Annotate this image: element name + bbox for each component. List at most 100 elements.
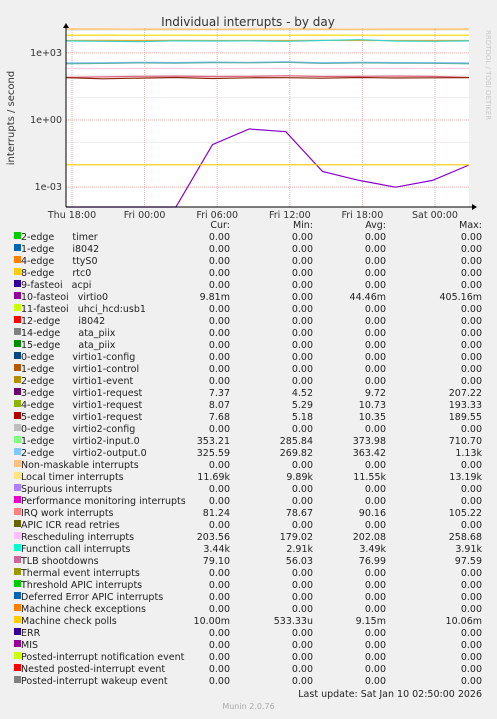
y-axis-label: interrupts / second <box>6 71 17 165</box>
legend-series-name: TLB shootdowns <box>21 556 99 567</box>
legend-swatch <box>14 424 21 431</box>
legend-cur-value: 0.00 <box>208 520 230 531</box>
y-tick-label: 1e+00 <box>30 115 62 126</box>
legend-row: 0-edge virtio1-config 0.00 0.00 0.00 0.00 <box>0 352 497 364</box>
legend-row: 2-edge virtio1-event 0.00 0.00 0.00 0.00 <box>0 376 497 388</box>
legend-avg-value: 0.00 <box>364 364 386 375</box>
legend-avg-value: 0.00 <box>364 340 386 351</box>
legend-row: Function call interrupts 3.44k 2.91k 3.49k 3… <box>0 544 497 556</box>
legend-min-value: 0.00 <box>291 316 313 327</box>
legend-avg-value: 0.00 <box>364 256 386 267</box>
legend-swatch <box>14 604 21 611</box>
legend-series-name: ERR <box>21 628 41 639</box>
legend-row: Threshold APIC interrupts 0.00 0.00 0.00 0.0… <box>0 580 497 592</box>
interrupts-chart: 1e+03 1e+00 1e-03 Thu 18:00 Fri 00:00 Fri 06… <box>0 0 497 220</box>
legend-swatch <box>14 316 21 323</box>
legend-max-value: 105.22 <box>448 508 482 519</box>
legend-row: 3-edge virtio1-request 7.37 4.52 9.72 207.22 <box>0 388 497 400</box>
legend-series-name: APIC ICR read retries <box>21 520 120 531</box>
legend-min-value: 0.00 <box>291 268 313 279</box>
legend-avg-value: 0.00 <box>364 676 386 687</box>
legend-swatch <box>14 340 21 347</box>
legend-series-name: Posted-interrupt wakeup event <box>21 676 168 687</box>
legend-avg-value: 0.00 <box>364 376 386 387</box>
legend-row: 0-edge virtio2-config 0.00 0.00 0.00 0.00 <box>0 424 497 436</box>
legend-max-value: 0.00 <box>460 280 482 291</box>
legend-min-value: 0.00 <box>291 628 313 639</box>
legend-cur-value: 10.00m <box>193 616 230 627</box>
legend-cur-value: 8.07 <box>208 400 230 411</box>
header-min: Min: <box>292 220 313 231</box>
legend-avg-value: 0.00 <box>364 232 386 243</box>
legend-row: Posted-interrupt notification event 0.00 0… <box>0 652 497 664</box>
legend-row: 2-edge virtio2-output.0 325.59 269.82 363.4… <box>0 448 497 460</box>
legend-max-value: 189.55 <box>448 412 482 423</box>
legend-series-name: 5-edge virtio1-request <box>21 412 143 423</box>
legend-avg-value: 0.00 <box>364 316 386 327</box>
legend-swatch <box>14 268 21 275</box>
x-tick-label: Thu 18:00 <box>47 210 96 220</box>
legend-cur-value: 11.69k <box>197 472 230 483</box>
legend-cur-value: 0.00 <box>208 244 230 255</box>
legend-series-name: Local timer interrupts <box>21 472 124 483</box>
legend-min-value: 0.00 <box>291 496 313 507</box>
legend-min-value: 0.00 <box>291 652 313 663</box>
legend-avg-value: 0.00 <box>364 592 386 603</box>
legend-cur-value: 7.68 <box>208 412 230 423</box>
plot-area <box>66 28 469 207</box>
legend-cur-value: 81.24 <box>202 508 230 519</box>
legend-avg-value: 0.00 <box>364 424 386 435</box>
legend-max-value: 0.00 <box>460 580 482 591</box>
y-axis-arrow-icon <box>63 23 69 28</box>
legend-series-name: 0-edge virtio1-config <box>21 352 136 363</box>
legend-series-name: MIS <box>21 640 39 651</box>
legend-max-value: 0.00 <box>460 304 482 315</box>
legend-row: TLB shootdowns 79.10 56.03 76.99 97.59 <box>0 556 497 568</box>
legend-avg-value: 76.99 <box>358 556 386 567</box>
legend-min-value: 78.67 <box>285 508 313 519</box>
legend-max-value: 0.00 <box>460 520 482 531</box>
x-tick-label: Fri 12:00 <box>269 210 311 220</box>
legend-series-name: 10-fasteoi virtio0 <box>21 292 109 303</box>
legend-row: ERR 0.00 0.00 0.00 0.00 <box>0 628 497 640</box>
legend-max-value: 207.22 <box>448 388 482 399</box>
legend-cur-value: 7.37 <box>208 388 230 399</box>
legend-row: 15-edge ata_piix 0.00 0.00 0.00 0.00 <box>0 340 497 352</box>
legend-avg-value: 9.15m <box>355 616 386 627</box>
legend-row: 1-edge i8042 0.00 0.00 0.00 0.00 <box>0 244 497 256</box>
legend-series-name: 4-edge virtio1-request <box>21 400 143 411</box>
x-tick-label: Sat 00:00 <box>412 210 458 220</box>
legend-row: 9-fasteoi acpi 0.00 0.00 0.00 0.00 <box>0 280 497 292</box>
legend-series-name: IRQ work interrupts <box>21 508 114 519</box>
legend-series-name: 4-edge ttyS0 <box>21 256 98 267</box>
legend-min-value: 5.18 <box>291 412 313 423</box>
legend-swatch <box>14 556 21 563</box>
legend-max-value: 0.00 <box>460 568 482 579</box>
legend-min-value: 0.00 <box>291 592 313 603</box>
legend-swatch <box>14 676 21 683</box>
legend-swatch <box>14 412 21 419</box>
legend-series-name: 14-edge ata_piix <box>21 328 116 339</box>
legend-cur-value: 203.56 <box>196 532 230 543</box>
legend-max-value: 193.33 <box>448 400 482 411</box>
legend-swatch <box>14 664 21 671</box>
legend-min-value: 0.00 <box>291 244 313 255</box>
legend-avg-value: 0.00 <box>364 568 386 579</box>
legend-max-value: 97.59 <box>454 556 482 567</box>
legend-series-name: 0-edge virtio2-config <box>21 424 136 435</box>
legend-cur-value: 0.00 <box>208 256 230 267</box>
legend-row: 10-fasteoi virtio0 9.81m 0.00 44.46m 405.16m <box>0 292 497 304</box>
legend-max-value: 0.00 <box>460 496 482 507</box>
legend-avg-value: 0.00 <box>364 484 386 495</box>
legend-avg-value: 0.00 <box>364 652 386 663</box>
legend-swatch <box>14 496 21 503</box>
legend-swatch <box>14 628 21 635</box>
legend-series-name: 1-edge virtio2-input.0 <box>21 436 140 447</box>
legend-max-value: 0.00 <box>460 628 482 639</box>
legend-cur-value: 9.81m <box>199 292 230 303</box>
legend-swatch <box>14 652 21 659</box>
legend-min-value: 0.00 <box>291 676 313 687</box>
legend-series-name: Rescheduling interrupts <box>21 532 135 543</box>
legend-swatch <box>14 232 21 239</box>
legend-avg-value: 0.00 <box>364 280 386 291</box>
